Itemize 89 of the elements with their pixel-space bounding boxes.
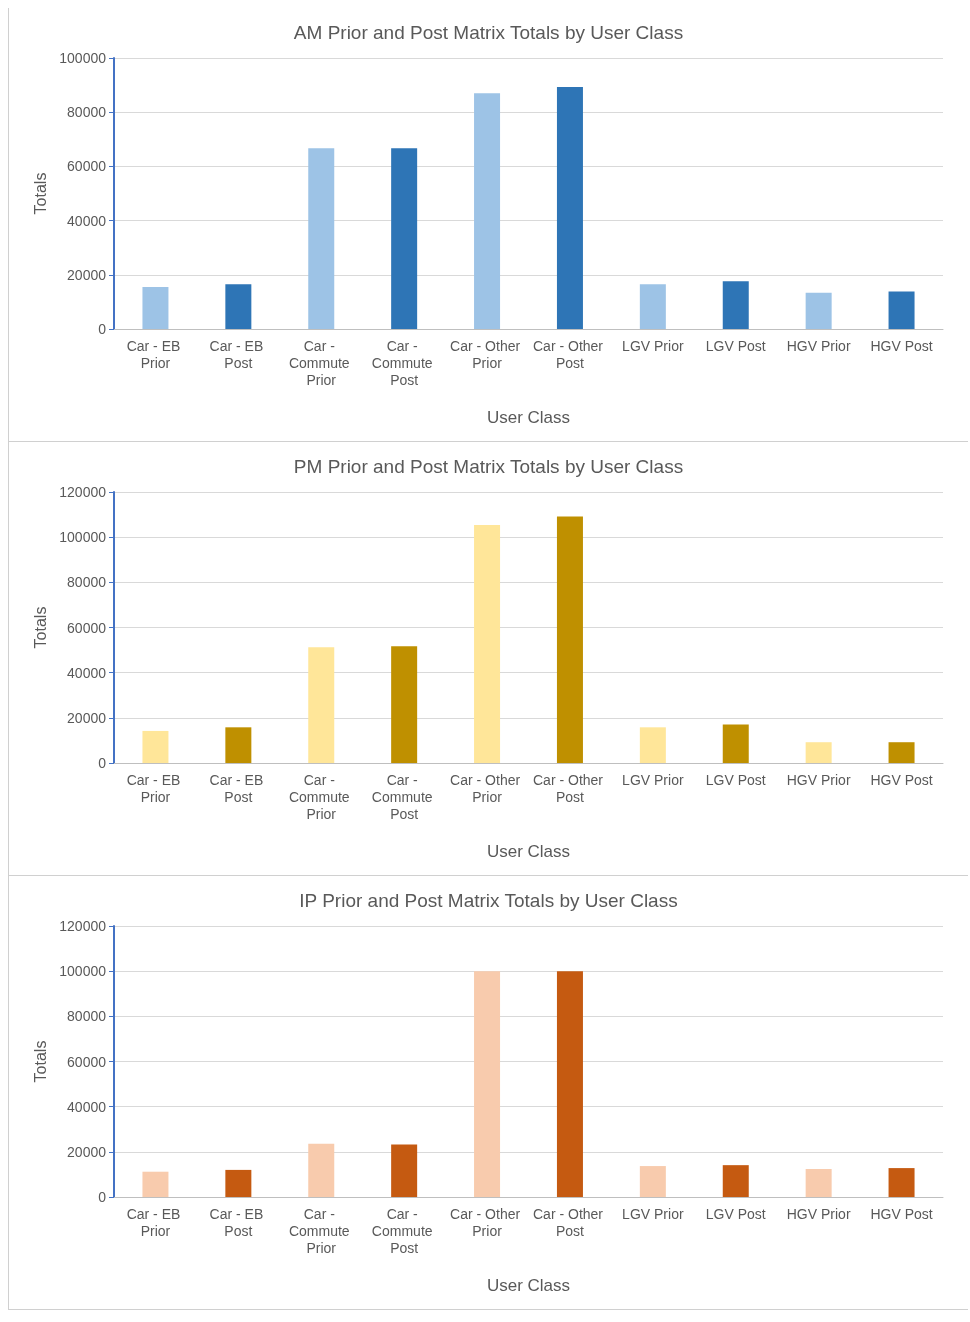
x-tick-label: Car - Commute Post: [371, 337, 437, 388]
bar: [142, 287, 169, 329]
bar: [556, 971, 583, 1197]
x-tick-label: LGV Prior: [622, 771, 684, 788]
x-tick-label: HGV Post: [870, 771, 933, 788]
x-tick-label: Car - Other Prior: [450, 1205, 524, 1239]
y-tick-label: 40000: [67, 664, 107, 681]
y-tick-label: 0: [98, 321, 107, 337]
y-tick-label: 120000: [59, 484, 107, 500]
bar: [639, 727, 666, 763]
bar: [142, 1171, 169, 1197]
y-tick-label: 60000: [67, 1053, 107, 1070]
chart-title: PM Prior and Post Matrix Totals by User Class: [293, 456, 684, 477]
y-tick-label: 60000: [67, 158, 107, 175]
x-tick-label: Car - Commute Prior: [288, 771, 354, 822]
y-tick-label: 120000: [59, 918, 107, 934]
bar: [474, 971, 501, 1197]
x-tick-label: Car - Commute Prior: [288, 1205, 354, 1256]
bar: [722, 1165, 749, 1197]
x-tick-label: LGV Post: [705, 1205, 766, 1222]
y-tick-label: 40000: [67, 1098, 107, 1115]
bar: [225, 284, 252, 329]
y-tick-label: 80000: [67, 1008, 107, 1025]
bar: [722, 281, 749, 329]
bar: [805, 292, 832, 329]
y-tick-label: 100000: [59, 50, 107, 66]
x-tick-label: Car - Other Post: [533, 1205, 607, 1239]
x-tick-label: LGV Prior: [622, 337, 684, 354]
bar: [639, 284, 666, 329]
x-tick-label: LGV Post: [705, 337, 766, 354]
x-tick-label: HGV Post: [870, 1205, 933, 1222]
bar: [225, 1169, 252, 1197]
bar: [805, 1169, 832, 1197]
y-tick-label: 20000: [67, 1143, 107, 1160]
x-tick-label: Car - Other Prior: [450, 337, 524, 371]
x-tick-label: Car - Other Prior: [450, 771, 524, 805]
bar: [225, 727, 252, 763]
y-tick-label: 20000: [67, 709, 107, 726]
bar: [391, 148, 418, 329]
y-tick-label: 60000: [67, 619, 107, 636]
y-axis-title: Totals: [31, 1040, 49, 1083]
x-tick-label: Car - Other Post: [533, 771, 607, 805]
x-tick-label: Car - EB Prior: [126, 1205, 185, 1239]
bar: [722, 724, 749, 763]
x-tick-label: LGV Prior: [622, 1205, 684, 1222]
y-tick-label: 0: [98, 1189, 107, 1205]
x-tick-label: Car - EB Post: [209, 771, 268, 805]
x-tick-label: HGV Post: [870, 337, 933, 354]
x-tick-label: Car - EB Prior: [126, 337, 185, 371]
bar: [391, 1144, 418, 1197]
chart-title: AM Prior and Post Matrix Totals by User Class: [293, 22, 684, 43]
y-axis-title: Totals: [31, 172, 49, 215]
y-tick-label: 20000: [67, 266, 107, 283]
bar: [308, 647, 335, 763]
x-tick-label: Car - EB Post: [209, 1205, 268, 1239]
chart-title: IP Prior and Post Matrix Totals by User Class: [299, 890, 678, 911]
x-tick-label: HGV Prior: [786, 337, 851, 354]
bar: [391, 646, 418, 763]
x-tick-label: Car - Commute Prior: [288, 337, 354, 388]
x-tick-label: Car - Commute Post: [371, 771, 437, 822]
bar: [888, 1168, 915, 1197]
y-tick-label: 0: [98, 755, 107, 771]
bar: [142, 730, 169, 763]
x-axis-title: User Class: [486, 842, 571, 861]
y-tick-label: 100000: [59, 963, 107, 980]
y-tick-label: 80000: [67, 104, 107, 121]
bar: [888, 291, 915, 329]
x-tick-label: Car - EB Post: [209, 337, 268, 371]
x-axis-title: User Class: [486, 1276, 571, 1295]
x-tick-label: HGV Prior: [786, 771, 851, 788]
bar: [556, 87, 583, 329]
bar: [556, 516, 583, 763]
x-tick-label: Car - EB Prior: [126, 771, 185, 805]
x-axis-title: User Class: [486, 408, 571, 427]
bar: [474, 524, 501, 763]
bar: [474, 93, 501, 329]
bar: [805, 742, 832, 763]
bar: [888, 742, 915, 763]
y-tick-label: 40000: [67, 212, 107, 229]
y-tick-label: 80000: [67, 574, 107, 591]
x-tick-label: Car - Other Post: [533, 337, 607, 371]
bar: [308, 1143, 335, 1197]
y-tick-label: 100000: [59, 529, 107, 546]
x-tick-label: LGV Post: [705, 771, 766, 788]
y-axis-title: Totals: [31, 606, 49, 649]
x-tick-label: HGV Prior: [786, 1205, 851, 1222]
x-tick-label: Car - Commute Post: [371, 1205, 437, 1256]
bar: [639, 1166, 666, 1197]
bar: [308, 148, 335, 329]
